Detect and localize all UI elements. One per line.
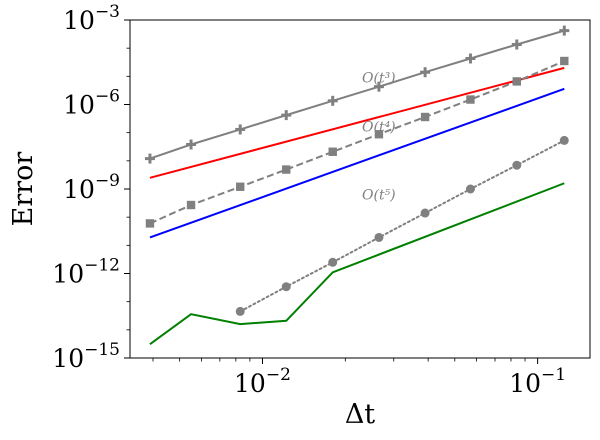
y-tick-label: 10−12 — [52, 256, 120, 289]
series-ref-t4 — [149, 87, 565, 239]
series-ref-t5 — [149, 182, 565, 345]
data-point — [560, 56, 569, 66]
y-tick-label: 10−3 — [63, 2, 120, 35]
plot-frame — [129, 19, 591, 359]
series-layer — [144, 25, 570, 345]
annotation-layer: O(t³) O(t⁴) O(t⁵) — [362, 71, 396, 204]
data-point — [465, 53, 476, 64]
data-point — [328, 257, 338, 267]
data-point — [420, 67, 431, 78]
y-tick-label: 10−6 — [63, 87, 120, 120]
x-tick-label: 10−2 — [234, 365, 291, 398]
series-ref-t3 — [149, 66, 565, 179]
data-point — [465, 184, 475, 194]
order-annotation: O(t⁵) — [362, 187, 396, 203]
data-point — [281, 110, 292, 121]
series-o-t-4-data — [145, 56, 569, 228]
series-line — [149, 60, 565, 225]
data-point — [281, 282, 291, 292]
series-line — [239, 139, 566, 313]
series-o-t-5-data — [235, 135, 569, 316]
data-point — [374, 232, 384, 242]
data-point — [511, 39, 522, 50]
series-line — [149, 182, 565, 345]
data-point — [374, 130, 384, 139]
series-line — [149, 87, 565, 239]
data-point — [420, 208, 430, 218]
data-point — [282, 165, 291, 174]
data-point — [512, 160, 522, 170]
x-axis-label: Δt — [345, 399, 375, 430]
series-o-t-3-data — [144, 25, 570, 164]
data-point — [420, 112, 430, 122]
data-point — [328, 147, 337, 156]
data-point — [236, 182, 245, 191]
data-point — [145, 219, 155, 228]
data-point — [466, 95, 475, 104]
data-point — [373, 81, 384, 92]
order-annotation: O(t³) — [362, 71, 396, 87]
data-point — [327, 95, 338, 106]
x-tick-label: 10−1 — [509, 365, 566, 398]
data-point — [144, 153, 155, 164]
series-line — [149, 29, 565, 160]
data-point — [559, 25, 570, 36]
series-line — [149, 66, 565, 179]
y-axis-label: Error — [8, 152, 39, 227]
data-point — [235, 306, 245, 316]
data-point — [186, 139, 197, 150]
y-tick-label: 10−15 — [52, 340, 120, 373]
data-point — [512, 77, 521, 86]
data-point — [235, 124, 246, 135]
data-point — [186, 200, 196, 210]
tick-layer: 10−15 10−12 10−9 10−6 10−3 10−2 10−1 — [52, 2, 566, 398]
y-tick-label: 10−9 — [63, 171, 120, 204]
data-point — [559, 135, 569, 145]
order-annotation: O(t⁴) — [362, 120, 396, 136]
